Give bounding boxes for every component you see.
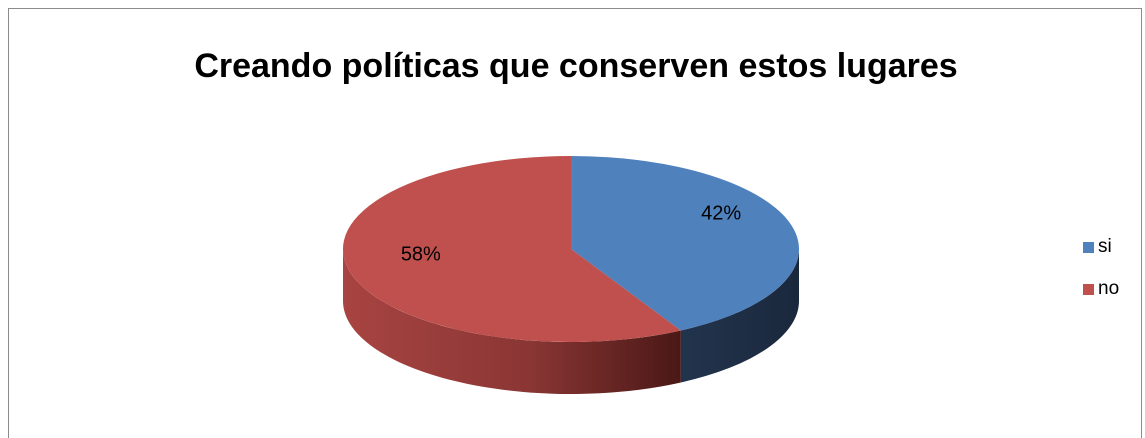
legend-label-si: si	[1098, 236, 1112, 257]
legend-swatch-si	[1083, 241, 1094, 253]
slice-side-no	[343, 249, 681, 395]
slice-side-si	[680, 249, 799, 383]
data-label-no: 58%	[401, 244, 441, 266]
data-label-si: 42%	[701, 202, 741, 224]
slice-no	[342, 156, 681, 342]
pie-chart: 42% 58%	[342, 156, 799, 395]
chart-legend: si no	[1083, 235, 1119, 319]
slice-si	[571, 156, 799, 331]
chart-frame: Creando políticas que conserven estos lu…	[8, 8, 1142, 438]
legend-item-si: si	[1083, 235, 1119, 259]
legend-item-no: no	[1083, 277, 1119, 301]
chart-title: Creando políticas que conserven estos lu…	[194, 47, 958, 85]
legend-swatch-no	[1083, 283, 1094, 295]
legend-label-no: no	[1098, 278, 1120, 299]
